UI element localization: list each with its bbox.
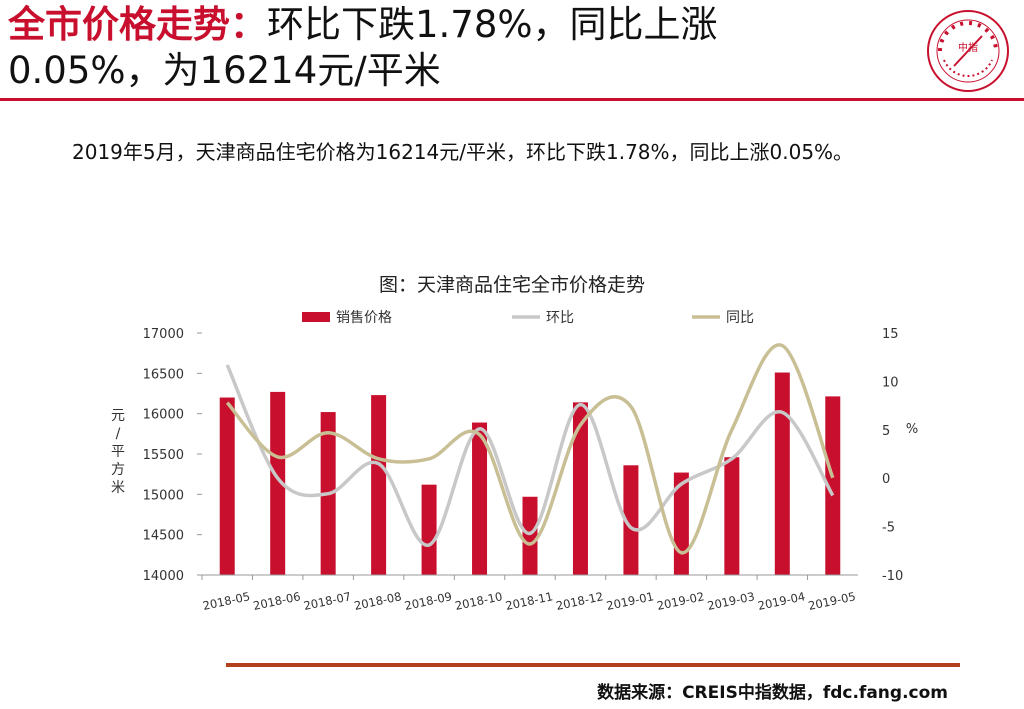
title-line-1-text: 环比下跌1.78%，同比上涨	[267, 3, 718, 46]
chart-title: 图：天津商品住宅全市价格走势	[378, 274, 645, 296]
footer-divider	[226, 663, 960, 667]
bar-2019-03	[724, 457, 740, 575]
legend-label-1: 环比	[546, 310, 574, 326]
y2-tick-label: 10	[882, 375, 899, 390]
x-tick-label: 2019-04	[757, 589, 807, 613]
y2-tick-label: -5	[882, 521, 895, 536]
bar-2018-06	[270, 391, 286, 575]
bar-2018-08	[371, 395, 387, 575]
y-axis-label: 方	[111, 462, 125, 478]
title-divider	[0, 98, 1024, 101]
bar-2018-10	[472, 422, 488, 575]
bar-2018-11	[522, 496, 538, 575]
logo-center-text: 中指	[958, 41, 978, 54]
x-tick-label: 2019-01	[605, 589, 655, 613]
title-line-1: 全市价格走势：环比下跌1.78%，同比上涨	[8, 2, 888, 48]
x-tick-label: 2018-05	[201, 589, 251, 613]
x-tick-label: 2019-03	[706, 589, 756, 613]
title-line-2: 0.05%，为16214元/平米	[8, 49, 441, 92]
y2-axis-label: %	[906, 422, 918, 437]
bar-2018-05	[219, 397, 235, 575]
summary-text: 2019年5月，天津商品住宅价格为16214元/平米，环比下跌1.78%，同比上…	[72, 140, 854, 164]
bar-2019-04	[774, 372, 790, 575]
line-series-yoy	[225, 343, 835, 555]
line-series-mom	[225, 364, 835, 547]
bar-2018-12	[572, 402, 588, 575]
y-tick-label: 15500	[143, 448, 184, 463]
bar-2019-01	[623, 465, 639, 575]
y-axis-label: /	[116, 426, 121, 442]
y-tick-label: 14500	[143, 529, 184, 544]
legend-swatch-0	[302, 312, 330, 322]
y-tick-label: 16500	[143, 367, 184, 382]
y2-tick-label: 15	[882, 327, 899, 342]
legend-label-0: 销售价格	[336, 310, 392, 326]
y-tick-label: 16000	[143, 408, 184, 423]
y-tick-label: 17000	[143, 327, 184, 342]
legend-label-2: 同比	[726, 310, 754, 326]
bar-2018-09	[421, 484, 437, 575]
x-tick-label: 2019-02	[656, 589, 706, 613]
x-tick-label: 2018-06	[252, 589, 302, 613]
y2-tick-label: 5	[882, 424, 890, 439]
x-tick-label: 2018-12	[555, 589, 605, 613]
y2-tick-label: -10	[882, 569, 903, 584]
x-tick-label: 2018-08	[353, 589, 403, 613]
china-index-academy-logo: 中指	[927, 10, 1009, 92]
x-tick-label: 2019-05	[807, 589, 857, 613]
y-axis-label: 米	[111, 480, 125, 496]
y-tick-label: 14000	[143, 569, 184, 584]
x-tick-label: 2018-11	[504, 589, 554, 613]
x-tick-label: 2018-07	[302, 589, 352, 613]
page-title: 全市价格走势：环比下跌1.78%，同比上涨 0.05%，为16214元/平米	[8, 2, 888, 94]
x-tick-label: 2018-10	[454, 589, 504, 613]
y-axis-label: 平	[111, 444, 125, 460]
data-source: 数据来源：CREIS中指数据，fdc.fang.com	[597, 683, 948, 703]
y-axis-label: 元	[111, 408, 125, 424]
y2-tick-label: 0	[882, 472, 890, 487]
y-tick-label: 15000	[143, 488, 184, 503]
bar-2019-05	[825, 396, 841, 575]
title-highlight: 全市价格走势：	[8, 3, 267, 46]
x-tick-label: 2018-09	[403, 589, 453, 613]
